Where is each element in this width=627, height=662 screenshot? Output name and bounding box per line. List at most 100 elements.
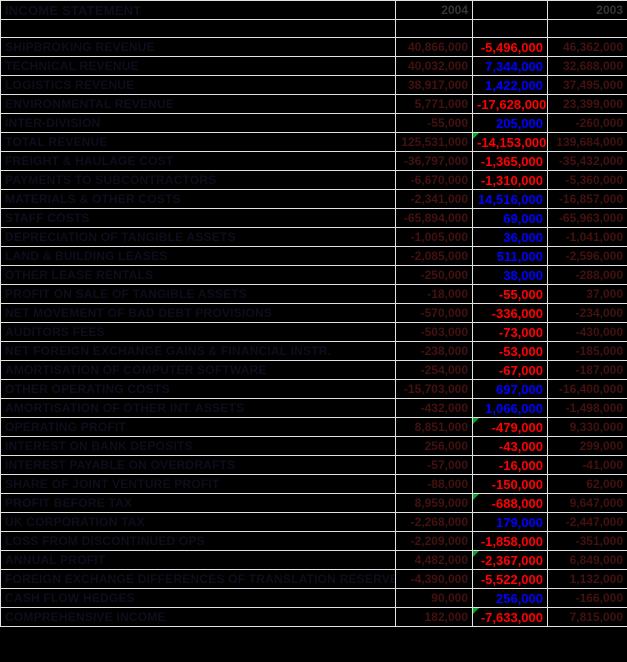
value-change-cell[interactable]: -5,522,000 xyxy=(472,569,548,589)
value-2003-cell[interactable]: -16,857,000 xyxy=(547,189,627,209)
value-change-cell[interactable]: 1,422,000 xyxy=(472,75,548,95)
value-2003-cell[interactable]: 23,399,000 xyxy=(547,94,627,114)
value-2004-cell[interactable]: -432,000 xyxy=(395,398,473,418)
value-change-cell[interactable]: -688,000 xyxy=(472,493,548,513)
value-2003-cell[interactable]: -234,000 xyxy=(547,303,627,323)
value-2003-cell[interactable]: 62,000 xyxy=(547,474,627,494)
value-2003-cell[interactable]: -351,000 xyxy=(547,531,627,551)
empty-cell[interactable] xyxy=(547,19,627,38)
value-2003-cell[interactable]: 46,362,000 xyxy=(547,37,627,57)
value-2004-cell[interactable]: -2,268,000 xyxy=(395,512,473,532)
value-2003-cell[interactable]: -288,000 xyxy=(547,265,627,285)
value-change-cell[interactable]: -67,000 xyxy=(472,360,548,380)
value-2003-cell[interactable]: -185,000 xyxy=(547,341,627,361)
row-label-cell[interactable]: COMPREHENSIVE INCOME xyxy=(0,607,396,627)
value-change-cell[interactable]: 511,000 xyxy=(472,246,548,266)
value-2004-cell[interactable]: -503,000 xyxy=(395,322,473,342)
value-change-cell[interactable]: -1,310,000 xyxy=(472,170,548,190)
value-2004-cell[interactable]: -2,085,000 xyxy=(395,246,473,266)
row-label-cell[interactable]: OTHER LEASE RENTALS xyxy=(0,265,396,285)
value-2004-cell[interactable]: 38,917,000 xyxy=(395,75,473,95)
value-change-cell[interactable]: -55,000 xyxy=(472,284,548,304)
empty-cell[interactable] xyxy=(472,19,548,38)
value-2003-cell[interactable]: 1,132,000 xyxy=(547,569,627,589)
value-2004-cell[interactable]: 256,000 xyxy=(395,436,473,456)
value-change-cell[interactable]: -150,000 xyxy=(472,474,548,494)
value-2004-cell[interactable]: 4,482,000 xyxy=(395,550,473,570)
row-label-cell[interactable]: AMORTISATION OF COMPUTER SOFTWARE xyxy=(0,360,396,380)
row-label-cell[interactable]: STAFF COSTS xyxy=(0,208,396,228)
value-change-cell[interactable]: 69,000 xyxy=(472,208,548,228)
row-label-cell[interactable]: LOSS FROM DISCONTINUED OPS xyxy=(0,531,396,551)
value-2004-cell[interactable]: -2,341,000 xyxy=(395,189,473,209)
row-label-cell[interactable]: FREIGHT & HAULAGE COST xyxy=(0,151,396,171)
value-change-cell[interactable]: 1,066,000 xyxy=(472,398,548,418)
row-label-cell[interactable]: FOREIGN EXCHANGE DIFFERENCES OF TRANSLAT… xyxy=(0,569,396,589)
row-label-cell[interactable]: TOTAL REVENUE xyxy=(0,132,396,152)
value-change-cell[interactable]: -14,153,000 xyxy=(472,132,548,152)
value-2003-cell[interactable]: -166,000 xyxy=(547,588,627,608)
value-2003-cell[interactable]: -187,000 xyxy=(547,360,627,380)
empty-cell[interactable] xyxy=(0,19,396,38)
row-label-cell[interactable]: MATERIALS & OTHER COSTS xyxy=(0,189,396,209)
value-2003-cell[interactable]: 37,495,000 xyxy=(547,75,627,95)
row-label-cell[interactable]: INTER-DIVISION xyxy=(0,113,396,133)
value-2004-cell[interactable]: -4,390,000 xyxy=(395,569,473,589)
row-label-cell[interactable]: ENVIRONMENTAL REVENUE xyxy=(0,94,396,114)
value-2003-cell[interactable]: -41,000 xyxy=(547,455,627,475)
value-2003-cell[interactable]: -65,963,000 xyxy=(547,208,627,228)
row-label-cell[interactable]: PROFIT ON SALE OF TANGIBLE ASSETS xyxy=(0,284,396,304)
row-label-cell[interactable]: SHIPBROKING REVENUE xyxy=(0,37,396,57)
year-current-header-cell[interactable]: 2004 xyxy=(395,0,473,20)
value-2003-cell[interactable]: -260,000 xyxy=(547,113,627,133)
value-2004-cell[interactable]: -88,000 xyxy=(395,474,473,494)
value-2003-cell[interactable]: -2,447,000 xyxy=(547,512,627,532)
statement-title-cell[interactable]: INCOME STATEMENT xyxy=(0,0,396,20)
value-change-cell[interactable]: 38,000 xyxy=(472,265,548,285)
value-2003-cell[interactable]: -1,041,000 xyxy=(547,227,627,247)
value-2004-cell[interactable]: -57,000 xyxy=(395,455,473,475)
row-label-cell[interactable]: NET MOVEMENT OF BAD DEBT PROVISIONS xyxy=(0,303,396,323)
value-change-cell[interactable]: 256,000 xyxy=(472,588,548,608)
value-2004-cell[interactable]: 5,771,000 xyxy=(395,94,473,114)
value-2004-cell[interactable]: 40,032,000 xyxy=(395,56,473,76)
value-2003-cell[interactable]: -16,400,000 xyxy=(547,379,627,399)
value-change-cell[interactable]: 7,344,000 xyxy=(472,56,548,76)
change-header-cell[interactable] xyxy=(472,0,548,20)
value-2003-cell[interactable]: 299,000 xyxy=(547,436,627,456)
value-2004-cell[interactable]: -250,000 xyxy=(395,265,473,285)
value-2004-cell[interactable]: -18,000 xyxy=(395,284,473,304)
row-label-cell[interactable]: LAND & BUILDING LEASES xyxy=(0,246,396,266)
value-change-cell[interactable]: -73,000 xyxy=(472,322,548,342)
empty-cell[interactable] xyxy=(395,19,473,38)
value-change-cell[interactable]: -336,000 xyxy=(472,303,548,323)
row-label-cell[interactable]: INTEREST ON BANK DEPOSITS xyxy=(0,436,396,456)
value-2003-cell[interactable]: 37,000 xyxy=(547,284,627,304)
row-label-cell[interactable]: OTHER OPERATING COSTS xyxy=(0,379,396,399)
value-change-cell[interactable]: 179,000 xyxy=(472,512,548,532)
value-change-cell[interactable]: -7,633,000 xyxy=(472,607,548,627)
value-change-cell[interactable]: -5,496,000 xyxy=(472,37,548,57)
row-label-cell[interactable]: AMORTISATION OF OTHER INT. ASSETS xyxy=(0,398,396,418)
value-2003-cell[interactable]: -2,596,000 xyxy=(547,246,627,266)
value-2003-cell[interactable]: 9,647,000 xyxy=(547,493,627,513)
row-label-cell[interactable]: DEPRECIATION OF TANGIBLE ASSETS xyxy=(0,227,396,247)
value-2003-cell[interactable]: -35,432,000 xyxy=(547,151,627,171)
value-change-cell[interactable]: -1,365,000 xyxy=(472,151,548,171)
value-change-cell[interactable]: 697,000 xyxy=(472,379,548,399)
value-2004-cell[interactable]: -6,670,000 xyxy=(395,170,473,190)
row-label-cell[interactable]: SHARE OF JOINT VENTURE PROFIT xyxy=(0,474,396,494)
value-2004-cell[interactable]: -254,000 xyxy=(395,360,473,380)
row-label-cell[interactable]: PROFIT BEFORE TAX xyxy=(0,493,396,513)
value-2003-cell[interactable]: -5,360,000 xyxy=(547,170,627,190)
row-label-cell[interactable]: TECHNICAL REVENUE xyxy=(0,56,396,76)
value-change-cell[interactable]: -53,000 xyxy=(472,341,548,361)
value-2003-cell[interactable]: 32,688,000 xyxy=(547,56,627,76)
value-2004-cell[interactable]: 125,531,000 xyxy=(395,132,473,152)
value-2004-cell[interactable]: -2,209,000 xyxy=(395,531,473,551)
row-label-cell[interactable]: PAYMENTS TO SUBCONTRACTORS xyxy=(0,170,396,190)
value-change-cell[interactable]: -2,367,000 xyxy=(472,550,548,570)
row-label-cell[interactable]: NET FOREIGN EXCHANGE GAINS & FINANCIAL I… xyxy=(0,341,396,361)
value-2004-cell[interactable]: -15,703,000 xyxy=(395,379,473,399)
value-change-cell[interactable]: -16,000 xyxy=(472,455,548,475)
